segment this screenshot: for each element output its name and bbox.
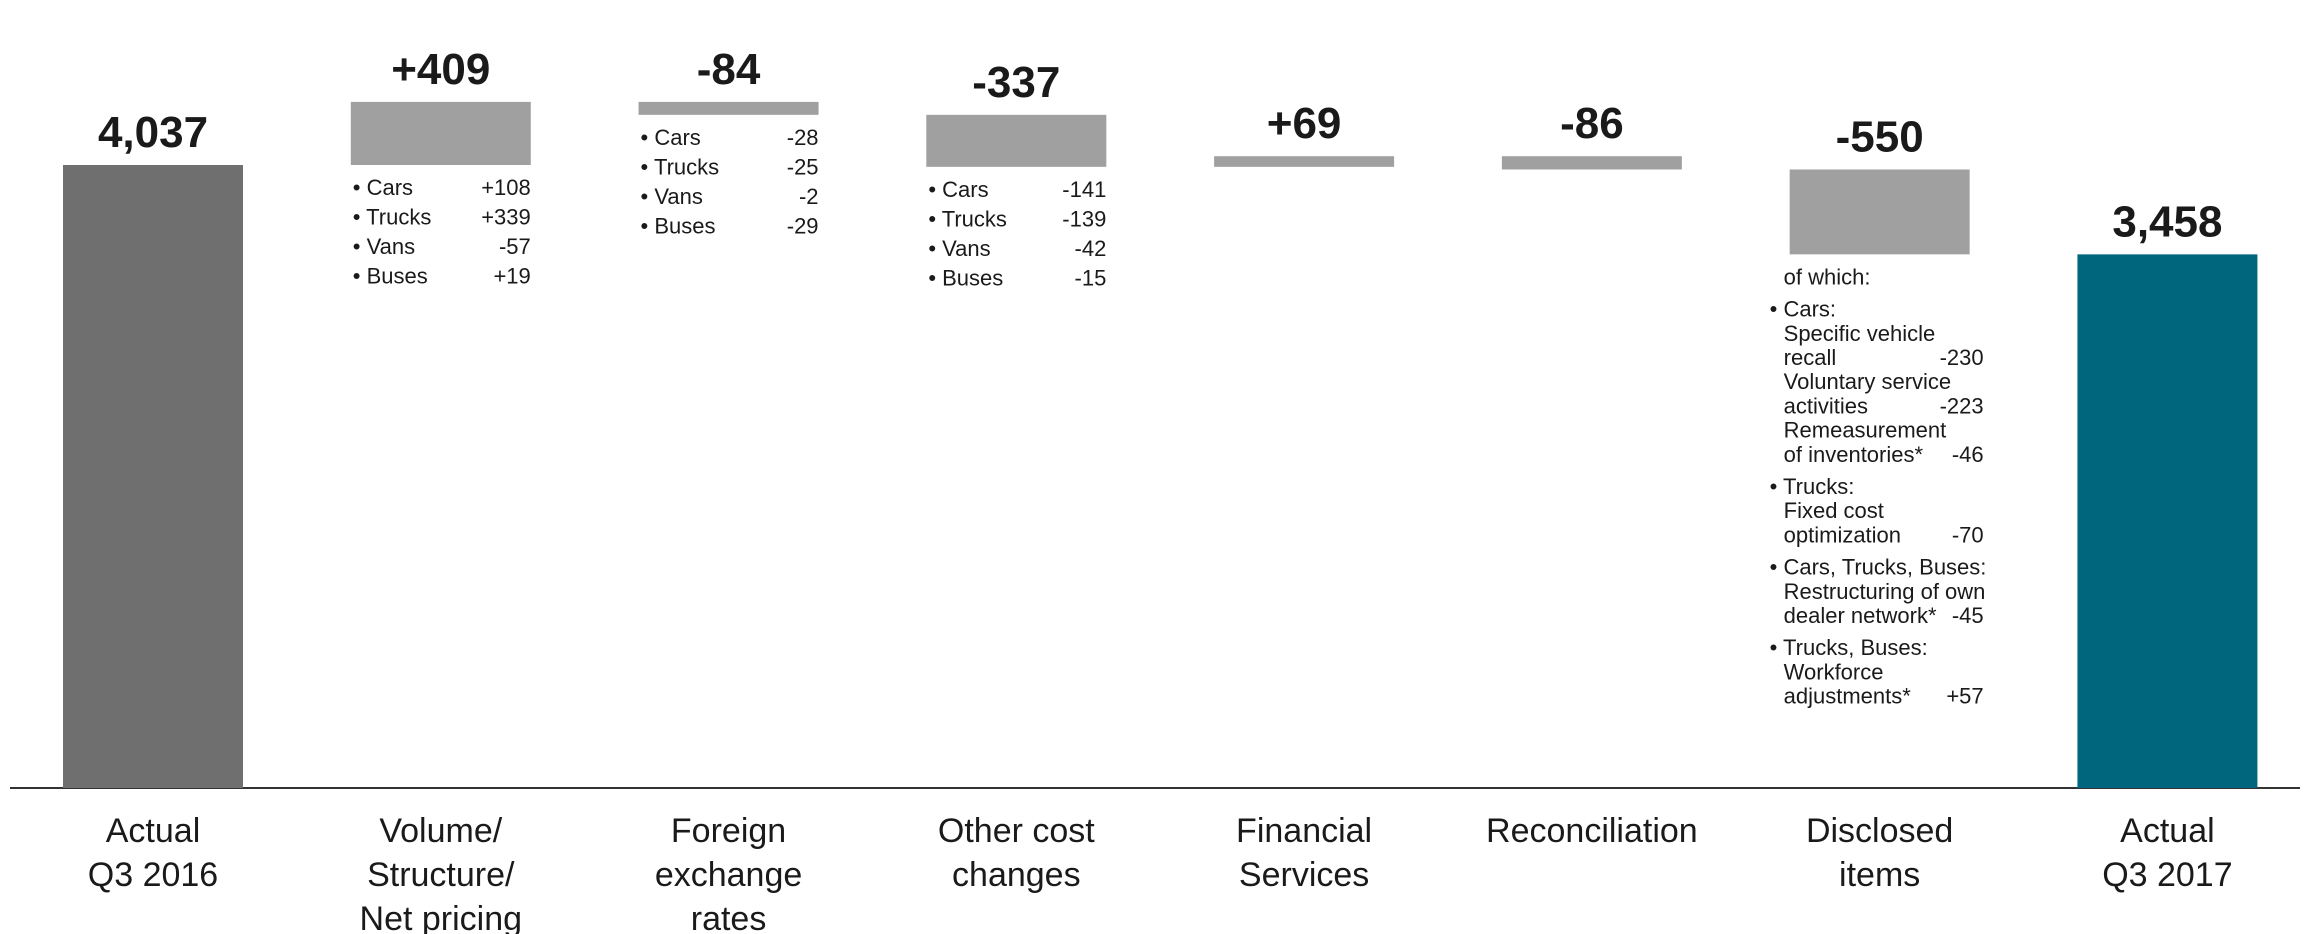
disclosed-item-0-1-1: activities: [1784, 393, 1868, 418]
category-label-0-0: Actual: [106, 812, 201, 850]
disclosed-item-0-2-0: Remeasurement: [1784, 418, 1947, 443]
disclosed-item-3-0-0: Workforce: [1784, 659, 1884, 684]
value-label-7: 3,458: [2112, 197, 2222, 246]
disclosed-group-0: • Cars:: [1770, 297, 1836, 322]
breakdown-value-2-3: -29: [787, 213, 819, 238]
category-label-4-1: Services: [1239, 856, 1369, 894]
breakdown-value-3-3: -15: [1075, 265, 1107, 290]
disclosed-value-1-0: -70: [1952, 522, 1984, 547]
bar-4: [1214, 156, 1395, 167]
disclosed-value-0-2: -46: [1952, 442, 1984, 467]
value-label-6: -550: [1836, 112, 1924, 161]
category-label-6-1: items: [1839, 856, 1920, 894]
category-label-4-0: Financial: [1236, 812, 1372, 850]
breakdown-value-1-2: -57: [499, 234, 531, 259]
category-label-1-1: Structure/: [367, 856, 515, 894]
breakdown-item-3-2: • Vans: [928, 236, 990, 261]
category-label-3-0: Other cost: [938, 812, 1095, 850]
category-label-7-0: Actual: [2120, 812, 2215, 850]
disclosed-group-2: • Cars, Trucks, Buses:: [1770, 555, 1987, 580]
category-label-1-2: Net pricing: [360, 900, 523, 934]
breakdown-item-3-3: • Buses: [928, 265, 1003, 290]
category-label-1-0: Volume/: [379, 812, 502, 850]
category-label-3-1: changes: [952, 856, 1081, 894]
breakdown-item-2-2: • Vans: [641, 184, 703, 209]
disclosed-group-1: • Trucks:: [1770, 474, 1855, 499]
breakdown-item-2-0: • Cars: [641, 125, 701, 150]
breakdown-item-2-1: • Trucks: [641, 154, 720, 179]
breakdown-item-1-1: • Trucks: [353, 205, 432, 230]
disclosed-group-3: • Trucks, Buses:: [1770, 635, 1928, 660]
bar-0: [63, 165, 243, 788]
category-label-2-0: Foreign: [671, 812, 786, 850]
value-label-0: 4,037: [98, 108, 208, 157]
category-label-2-2: rates: [691, 900, 767, 934]
disclosed-value-0-0: -230: [1940, 345, 1984, 370]
disclosed-item-2-0-0: Restructuring of own: [1784, 579, 1986, 604]
value-label-2: -84: [697, 45, 761, 94]
disclosed-item-2-0-1: dealer network*: [1784, 603, 1937, 628]
breakdown-item-1-0: • Cars: [353, 175, 413, 200]
breakdown-value-1-0: +108: [481, 175, 531, 200]
breakdown-value-1-1: +339: [481, 205, 531, 230]
breakdown-item-3-0: • Cars: [928, 177, 988, 202]
breakdown-value-2-1: -25: [787, 154, 819, 179]
bar-5: [1501, 156, 1682, 170]
breakdown-value-3-2: -42: [1075, 236, 1107, 261]
category-label-6-0: Disclosed: [1806, 812, 1953, 850]
breakdown-value-3-0: -141: [1062, 177, 1106, 202]
breakdown-item-1-2: • Vans: [353, 234, 415, 259]
disclosed-value-0-1: -223: [1940, 393, 1984, 418]
category-label-2-1: exchange: [655, 856, 802, 894]
disclosed-heading: of which:: [1784, 264, 1871, 289]
category-label-5-0: Reconciliation: [1486, 812, 1698, 850]
disclosed-item-0-2-1: of inventories*: [1784, 442, 1924, 467]
breakdown-item-2-3: • Buses: [641, 213, 716, 238]
bar-3: [926, 114, 1107, 167]
disclosed-item-1-0-1: optimization: [1784, 522, 1901, 547]
disclosed-item-0-1-0: Voluntary service: [1784, 369, 1952, 394]
bar-2: [638, 101, 819, 115]
value-label-4: +69: [1267, 99, 1342, 148]
bar-6: [1789, 169, 1970, 255]
breakdown-item-3-1: • Trucks: [928, 206, 1007, 231]
bar-7: [2077, 254, 2258, 789]
disclosed-item-0-0-0: Specific vehicle: [1784, 321, 1936, 346]
disclosed-item-1-0-0: Fixed cost: [1784, 498, 1884, 523]
disclosed-value-3-0: +57: [1946, 684, 1983, 709]
value-label-1: +409: [391, 45, 490, 94]
disclosed-item-0-0-1: recall: [1784, 345, 1837, 370]
bar-1: [350, 101, 531, 165]
breakdown-value-1-3: +19: [493, 264, 530, 289]
breakdown-value-2-0: -28: [787, 125, 819, 150]
disclosed-value-2-0: -45: [1952, 603, 1984, 628]
breakdown-item-1-3: • Buses: [353, 264, 428, 289]
breakdown-value-2-2: -2: [799, 184, 819, 209]
value-label-5: -86: [1560, 99, 1624, 148]
breakdown-value-3-1: -139: [1062, 206, 1106, 231]
disclosed-item-3-0-1: adjustments*: [1784, 684, 1912, 709]
category-label-0-1: Q3 2016: [88, 856, 218, 894]
category-label-7-1: Q3 2017: [2102, 856, 2232, 894]
value-label-3: -337: [972, 58, 1060, 107]
